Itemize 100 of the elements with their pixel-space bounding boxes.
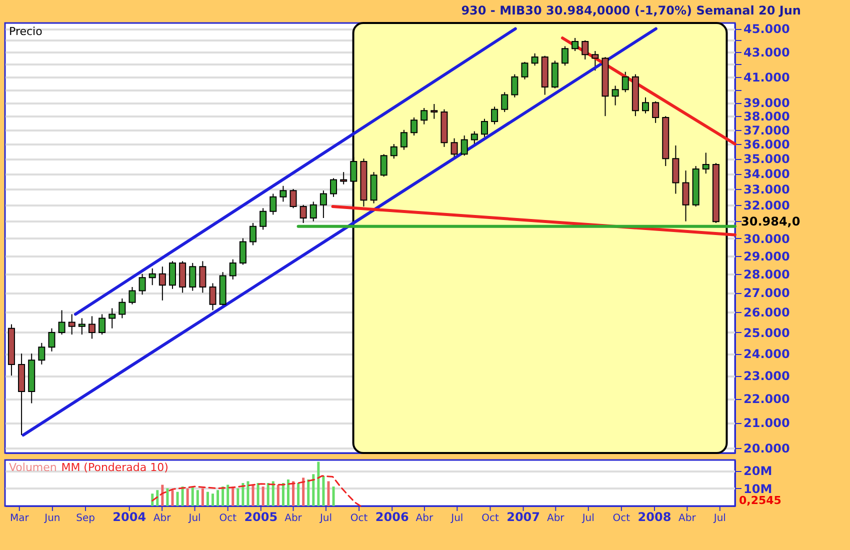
candlestick [138,273,146,296]
bar [151,494,154,506]
candlestick [229,258,236,280]
bar [222,486,224,506]
y-tick-label: 27.000 [744,286,790,300]
bar [322,476,325,506]
x-tick-label: Jul [188,513,201,524]
candlestick [199,260,206,294]
bar [252,484,254,506]
candlestick [148,268,156,286]
x-tick-label: Jul [450,513,464,524]
candlestick [380,154,388,178]
candlestick [209,282,216,311]
candlestick [682,170,690,222]
y-tick-label: 34.000 [744,167,790,182]
text: 0,2545 [739,494,782,507]
x-tick-label: Abr [678,513,697,524]
bar [266,483,270,506]
candlestick [511,74,518,98]
x-tick-label: Oct [482,513,499,524]
candlestick [320,190,327,218]
bar [242,483,244,506]
bar [196,490,199,506]
x-tick-label: 2004 [112,510,146,524]
y-tick-label: 20.000 [744,441,790,456]
x-tick-label: Jul [581,513,594,524]
bar [206,492,209,506]
text: 30.984,0 [741,214,800,229]
candlestick [480,118,488,138]
x-tick-label: Abr [546,513,566,524]
candlestick [390,144,398,160]
candlestick [300,204,307,224]
bar [212,494,214,506]
candlestick [460,134,468,156]
y-tick-label: 45.000 [744,22,790,36]
candlestick [612,85,619,106]
x-tick-label: Jun [44,513,60,524]
bar [297,483,300,506]
y-tick-label: 28.000 [744,267,790,282]
y-tick-label: 41.000 [744,70,790,84]
candlestick [330,178,338,198]
x-tick-label: Jul [712,513,726,524]
bar [232,486,234,506]
bar [216,490,220,506]
x-tick-label: Abr [284,513,303,524]
candlestick [250,222,257,246]
candlestick [78,318,86,336]
y-tick-label: 25.000 [744,326,790,340]
candlestick [48,328,56,352]
bar [176,492,179,506]
candlestick [38,342,46,365]
candlestick [290,188,297,209]
candlestick [622,71,629,93]
x-tick-label: Jul [318,513,332,524]
bar [191,486,194,506]
y-tick-label: 32.000 [744,198,790,212]
candlestick [239,238,246,266]
y-tick-label: 43.000 [744,46,790,60]
y-axis-title: Precio [9,25,43,38]
series-label: MM (Ponderada 10) [61,461,168,474]
candlestick [430,103,438,120]
candlestick [68,314,76,336]
candlestick [410,116,418,136]
candlestick [168,260,176,290]
bar [302,478,305,506]
y-tick-label: 35.000 [744,152,790,166]
candlestick [400,129,408,150]
candlestick [270,193,277,216]
bar [312,474,315,506]
y-tick-label: 37.000 [744,123,790,138]
candlestick [260,208,267,230]
bar [292,481,295,506]
y-tick-label: 36.000 [744,138,790,152]
candlestick [420,107,428,125]
bar [327,481,330,506]
candlestick [531,52,538,66]
x-tick-label: Oct [612,513,630,524]
x-tick-label: Oct [219,513,237,524]
bar [201,488,204,506]
candlestick [128,286,136,305]
x-tick-label: 2008 [638,510,672,524]
y-tick-label: 26.000 [744,306,790,320]
bar [286,479,290,506]
bar [186,488,189,506]
y-tick-label: 20M [744,464,772,478]
candlestick [310,201,317,222]
y-tick-label: 10M [744,482,772,496]
candlestick [450,138,458,160]
bar [276,484,280,506]
bar [156,490,159,506]
candlestick [491,106,498,125]
bar [226,484,230,506]
bar [332,486,335,506]
x-tick-label: Oct [350,513,368,524]
x-tick-label: Abr [153,513,172,524]
candlestick [642,96,649,114]
bar [171,490,174,506]
x-tick-label: Abr [416,513,434,524]
bar [181,486,184,506]
candlestick [561,46,568,66]
